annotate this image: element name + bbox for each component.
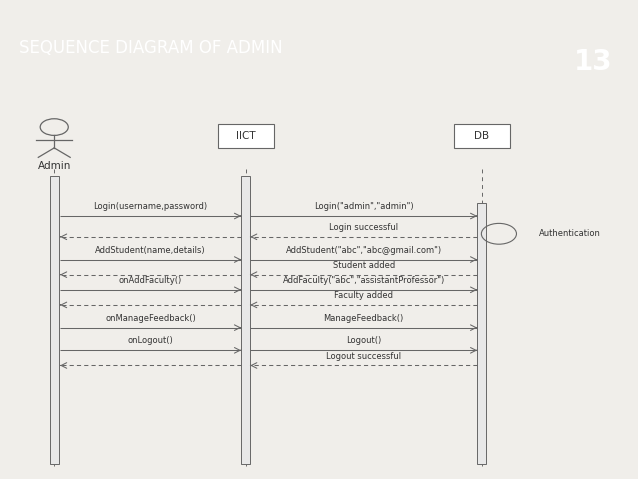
Bar: [477, 203, 486, 464]
Bar: [50, 176, 59, 464]
Text: Admin: Admin: [38, 161, 71, 171]
Text: AddStudent("abc","abc@gmail.com"): AddStudent("abc","abc@gmail.com"): [286, 246, 441, 255]
Text: Login(username,password): Login(username,password): [94, 202, 207, 211]
Text: onAddFaculty(): onAddFaculty(): [119, 276, 182, 285]
FancyBboxPatch shape: [218, 124, 274, 148]
Text: Faculty added: Faculty added: [334, 291, 393, 300]
Text: IICT: IICT: [236, 131, 255, 141]
Text: AddFaculty("abc","assistantProfessor"): AddFaculty("abc","assistantProfessor"): [283, 276, 445, 285]
Text: Student added: Student added: [332, 261, 395, 270]
Text: AddStudent(name,details): AddStudent(name,details): [95, 246, 206, 255]
Text: 13: 13: [574, 48, 612, 76]
Text: onManageFeedback(): onManageFeedback(): [105, 314, 196, 323]
Text: Logout(): Logout(): [346, 336, 382, 345]
Text: DB: DB: [474, 131, 489, 141]
Text: Login("admin","admin"): Login("admin","admin"): [314, 202, 413, 211]
Text: SEQUENCE DIAGRAM OF ADMIN: SEQUENCE DIAGRAM OF ADMIN: [19, 39, 283, 57]
Bar: [241, 176, 250, 464]
Text: Authentication: Authentication: [539, 229, 601, 238]
FancyBboxPatch shape: [454, 124, 510, 148]
Text: onLogout(): onLogout(): [128, 336, 174, 345]
Text: ManageFeedback(): ManageFeedback(): [323, 314, 404, 323]
Text: Login successful: Login successful: [329, 223, 398, 232]
Text: Logout successful: Logout successful: [326, 352, 401, 361]
